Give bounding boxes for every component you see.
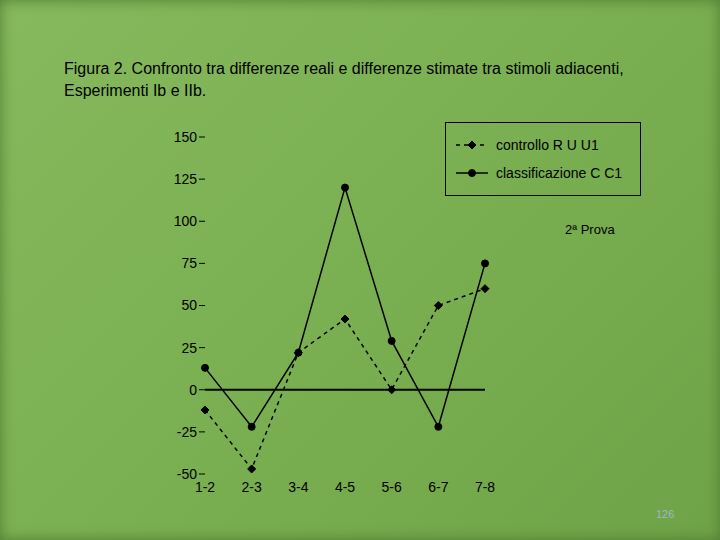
svg-text:0: 0 xyxy=(189,382,197,398)
svg-text:-25: -25 xyxy=(177,424,197,440)
svg-text:125: 125 xyxy=(174,171,198,187)
svg-text:1-2: 1-2 xyxy=(195,479,215,495)
html-text:126: 126 xyxy=(656,508,675,520)
html-text:2ª Prova: 2ª Prova xyxy=(565,222,615,237)
svg-text:75: 75 xyxy=(181,255,197,271)
svg-text:5-6: 5-6 xyxy=(382,479,402,495)
svg-text:50: 50 xyxy=(181,297,197,313)
svg-text:25: 25 xyxy=(181,340,197,356)
svg-text:150: 150 xyxy=(174,129,198,145)
svg-text:6-7: 6-7 xyxy=(428,479,448,495)
html-text:classificazione C C1: classificazione C C1 xyxy=(496,165,623,181)
svg-text:100: 100 xyxy=(174,213,198,229)
svg-text:-50: -50 xyxy=(177,466,197,482)
svg-text:7-8: 7-8 xyxy=(475,479,495,495)
svg-text:2-3: 2-3 xyxy=(242,479,262,495)
svg-text:3-4: 3-4 xyxy=(288,479,308,495)
html-text:controllo R U U1: controllo R U U1 xyxy=(496,137,599,153)
svg-text:4-5: 4-5 xyxy=(335,479,355,495)
html-text:Figura 2. Confronto tra differ: Figura 2. Confronto tra differenze reali… xyxy=(64,60,624,99)
